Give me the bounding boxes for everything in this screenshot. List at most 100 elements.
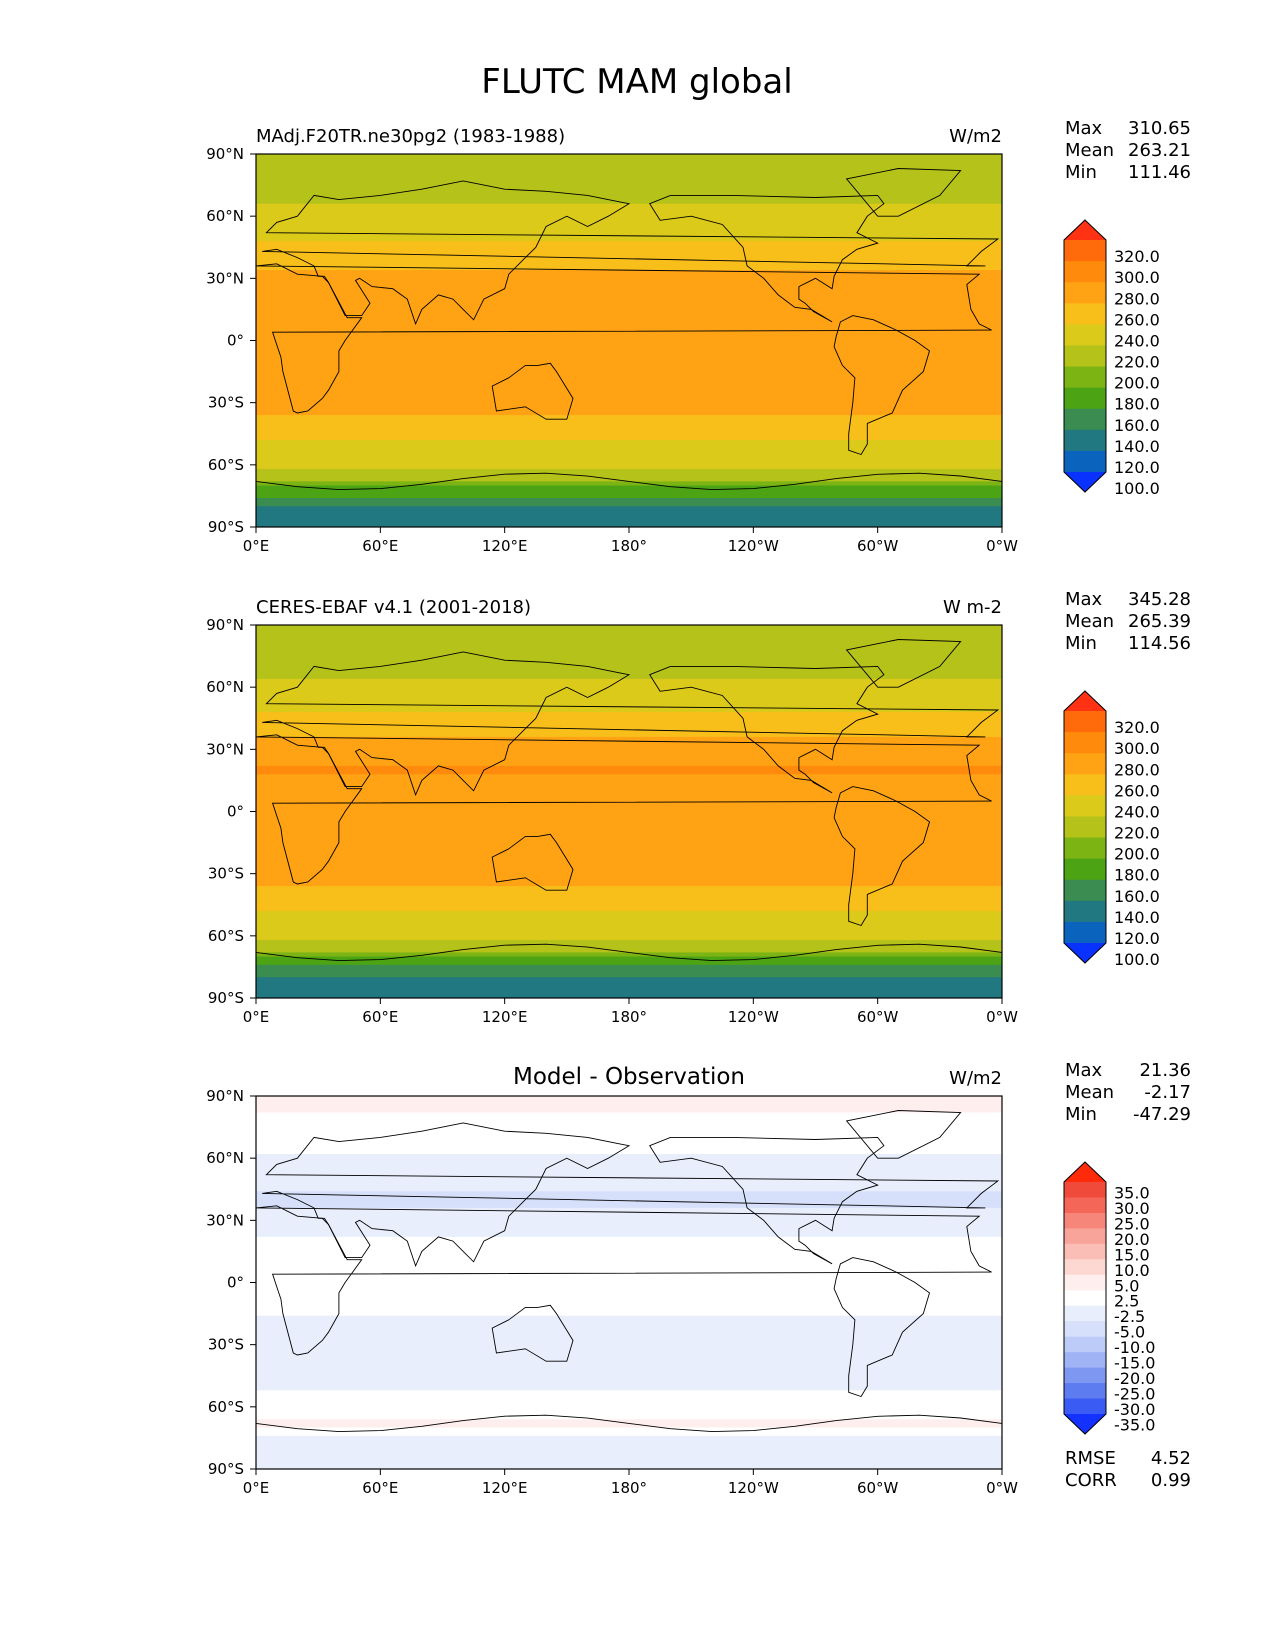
colorbar-tick-label: 15.0 [1114, 1245, 1150, 1264]
colorbar-tick-label: 160.0 [1114, 416, 1160, 435]
colorbar-segment [1064, 450, 1106, 473]
contour-band [256, 344, 1002, 350]
contour-band [256, 1435, 1002, 1441]
contour-band [256, 1315, 1002, 1321]
x-tick-label: 0°E [243, 1479, 270, 1497]
contour-band [256, 629, 1002, 634]
colorbar-tick-label: 35.0 [1114, 1183, 1150, 1202]
contour-band [256, 774, 1002, 779]
contour-band [256, 836, 1002, 842]
colorbar-tick-label: -10.0 [1114, 1338, 1155, 1357]
contour-band [256, 431, 1002, 437]
colorbar-tick-label: 120.0 [1114, 929, 1160, 948]
contour-band [256, 1096, 1002, 1101]
colorbar-extend-max [1064, 1162, 1106, 1182]
contour-band [256, 1220, 1002, 1226]
contour-band [256, 645, 1002, 651]
contour-band [256, 728, 1002, 734]
colorbar-tick-label: 260.0 [1114, 310, 1160, 329]
contour-band [256, 1174, 1002, 1180]
contour-band [256, 323, 1002, 329]
contour-band [256, 939, 1002, 945]
colorbar-segment [1064, 879, 1106, 902]
units-label: W/m2 [949, 1068, 1002, 1089]
contour-band [256, 502, 1002, 507]
colorbar-segment [1064, 1243, 1106, 1260]
contour-band [256, 224, 1002, 230]
colorbar-tick-label: 10.0 [1114, 1261, 1150, 1280]
contour-band [256, 477, 1002, 483]
contour-band [256, 1344, 1002, 1350]
contour-band [256, 902, 1002, 908]
contour-band [256, 452, 1002, 458]
x-tick-label: 60°W [857, 537, 899, 555]
coastline [833, 786, 931, 927]
colorbar-segment [1064, 345, 1106, 368]
contour-band [256, 625, 1002, 630]
contour-band [256, 1278, 1002, 1284]
colorbar-tick-label: -20.0 [1114, 1369, 1155, 1388]
contour-band [256, 919, 1002, 924]
contour-band [256, 1377, 1002, 1383]
contour-band [256, 1261, 1002, 1267]
contour-band [256, 807, 1002, 813]
map-panel-1: 0°E 60°E 120°E 180° 120°W 60°W 0°W 90°N 60°N 30°N… [206, 118, 1191, 555]
panel-title: CERES-EBAF v4.1 (2001-2018) [256, 597, 531, 618]
contour-band [256, 1195, 1002, 1201]
x-tick-label: 120°W [728, 1479, 779, 1497]
contour-band [256, 840, 1002, 846]
contour-band [256, 386, 1002, 391]
coastline-antarctica [256, 943, 1002, 962]
colorbar-segment [1064, 387, 1106, 410]
contour-band [256, 245, 1002, 250]
contour-band [256, 1137, 1002, 1143]
contour-band [256, 786, 1002, 792]
contour-band [256, 340, 1002, 346]
contour-band [256, 1294, 1002, 1300]
contour-band [256, 931, 1002, 937]
x-tick-label: 0°E [243, 537, 270, 555]
contour-band [256, 228, 1002, 234]
stat-label: Mean [1065, 1082, 1114, 1103]
contour-band [256, 286, 1002, 292]
coastline-antarctica [256, 472, 1002, 491]
y-tick-label: 60°N [206, 678, 244, 696]
contour-band [256, 1427, 1002, 1433]
contour-band [256, 703, 1002, 709]
colorbar-outline [1063, 690, 1107, 964]
x-tick-label: 0°W [986, 1008, 1018, 1026]
coastline [833, 315, 931, 456]
colorbar-segment [1064, 1367, 1106, 1384]
contour-band [256, 348, 1002, 354]
colorbar-tick-label: 140.0 [1114, 437, 1160, 456]
colorbar-tick-label: 160.0 [1114, 887, 1160, 906]
contour-band [256, 1212, 1002, 1217]
contour-band [256, 1178, 1002, 1184]
stat-label: RMSE [1065, 1448, 1116, 1469]
y-tick-label: 60°S [208, 927, 244, 945]
y-tick-label: 60°N [206, 1149, 244, 1167]
colorbar-tick-label: -5.0 [1114, 1323, 1145, 1342]
contour-band [256, 274, 1002, 279]
x-tick-label: 180° [611, 537, 647, 555]
contour-band [256, 1224, 1002, 1230]
coastline [256, 1205, 992, 1356]
stat-label: Min [1065, 633, 1097, 654]
contour-band [256, 803, 1002, 808]
contour-band [256, 695, 1002, 701]
stat-label: Max [1065, 589, 1103, 610]
stat-value: 4.52 [1151, 1448, 1191, 1469]
contour-band [256, 415, 1002, 420]
stat-label: Min [1065, 1104, 1097, 1125]
contour-band [256, 303, 1002, 308]
contour-band [256, 1336, 1002, 1342]
contour-band [256, 1203, 1002, 1209]
colorbar-segment [1064, 753, 1106, 775]
contour-band [256, 336, 1002, 342]
contour-band [256, 1340, 1002, 1346]
colorbar-extend-max [1064, 220, 1106, 240]
contour-band [256, 1361, 1002, 1366]
contour-band [256, 765, 1002, 771]
coastline [256, 734, 992, 885]
